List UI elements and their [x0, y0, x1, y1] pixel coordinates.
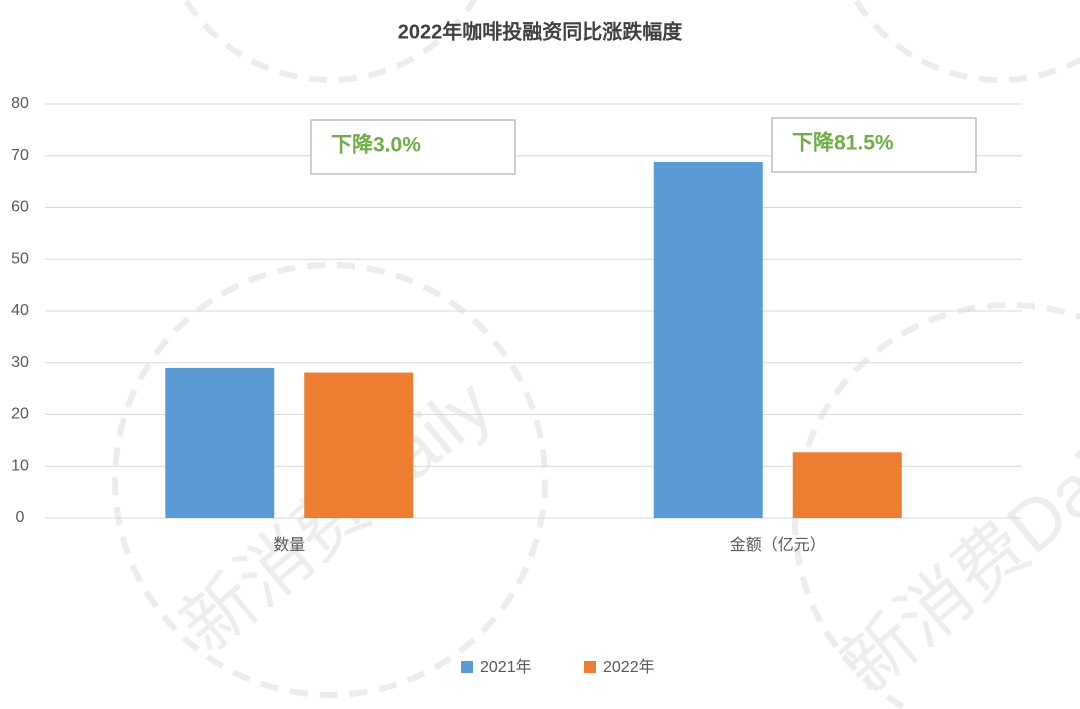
legend-label: 2021年 [480, 658, 532, 676]
y-tick-label: 70 [11, 147, 29, 164]
chart-title: 2022年咖啡投融资同比涨跌幅度 [398, 19, 683, 43]
y-tick-label: 60 [11, 199, 29, 216]
bar [792, 452, 902, 518]
annotation-box [310, 119, 516, 175]
annotation-box [771, 117, 977, 173]
y-tick-label: 50 [11, 250, 29, 267]
watermark-rings [112, 0, 1080, 709]
bar [165, 367, 275, 518]
y-tick-label: 30 [11, 354, 29, 371]
watermark: 新消费Daily [827, 405, 1080, 708]
annotation: 下降3.0% [331, 133, 421, 157]
y-tick-label: 40 [11, 302, 29, 319]
bar [304, 372, 414, 518]
x-tick-label: 金额（亿元） [730, 536, 826, 554]
legend-swatch [461, 661, 473, 673]
y-tick-label: 80 [11, 95, 29, 112]
y-tick-label: 20 [11, 406, 29, 423]
bar [653, 161, 763, 518]
legend-label: 2022年 [603, 658, 655, 676]
x-tick-label: 数量 [273, 536, 305, 554]
legend-swatch [584, 661, 596, 673]
y-tick-label: 0 [16, 509, 25, 526]
annotation: 下降81.5% [792, 131, 894, 155]
y-tick-label: 10 [11, 457, 29, 474]
